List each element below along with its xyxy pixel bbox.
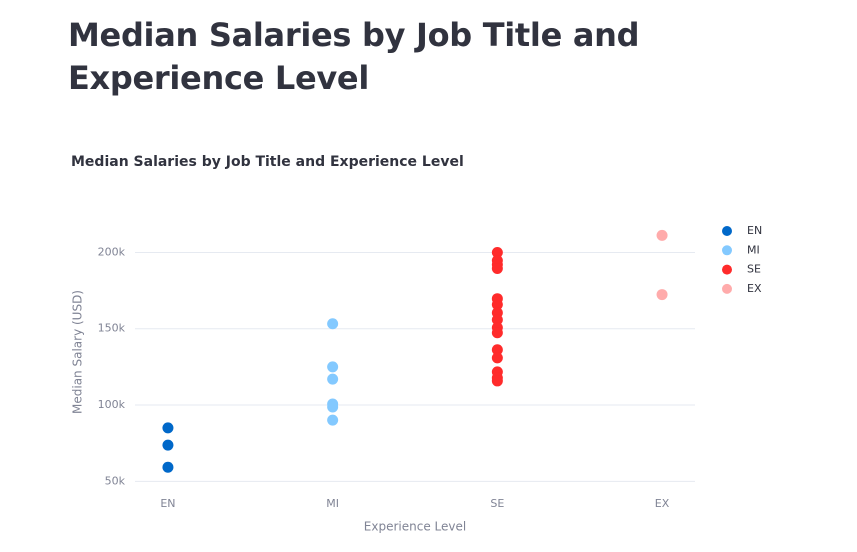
legend-marker [722,283,732,294]
x-tick-label: MI [326,497,339,510]
legend-marker [722,264,732,275]
point [162,461,174,473]
y-tick-label: 200k [98,245,126,258]
legend-label: EX [747,282,762,295]
x-tick-label: SE [490,497,504,510]
point [327,401,339,413]
point [491,262,503,274]
point [491,352,503,364]
point [491,299,503,311]
point [491,246,503,258]
legend-marker [722,226,732,236]
point [162,422,174,434]
point [327,373,339,385]
legend-marker [722,245,732,256]
point [491,375,503,387]
y-tick-label: 50k [105,474,126,487]
page-title: Median Salaries by Job Title and Experie… [68,16,640,97]
point [327,414,339,426]
point [162,439,174,451]
legend-label: MI [747,243,760,256]
legend-label: EN [747,224,762,237]
y-axis-title: Median Salary (USD) [71,290,85,414]
legend-label: SE [747,263,761,276]
chart-title: Median Salaries by Job Title and Experie… [71,154,464,170]
y-tick-label: 150k [98,322,126,335]
point [327,361,339,373]
point [491,314,503,326]
x-tick-label: EX [655,497,670,510]
x-axis-title: Experience Level [364,520,466,534]
point [491,344,503,356]
y-tick-label: 100k [98,398,126,411]
point [491,327,503,339]
point [327,318,339,330]
point [656,289,668,301]
point [656,229,668,241]
x-tick-label: EN [160,497,175,510]
